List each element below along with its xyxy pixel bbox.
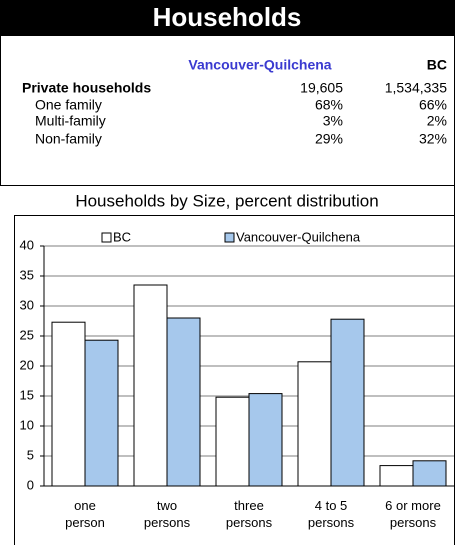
y-tick-label: 20	[20, 357, 34, 372]
x-tick-label-line: one	[74, 498, 96, 513]
x-tick-label: 6 or more persons	[385, 498, 441, 530]
cell: 68%	[315, 97, 343, 113]
chart-title: Households by Size, percent distribution	[75, 191, 378, 210]
y-tick-label: 10	[20, 417, 34, 432]
bar	[297, 361, 332, 487]
legend-label: BC	[113, 229, 131, 244]
x-tick-label-line: two	[157, 498, 177, 513]
x-tick-label-line: persons	[308, 515, 355, 530]
legend-label: Vancouver-Quilchena	[236, 229, 361, 244]
x-tick-label-line: person	[65, 515, 105, 530]
column-header: Vancouver-Quilchena	[188, 57, 331, 73]
cell: 66%	[419, 97, 447, 113]
y-tick-label: 35	[20, 267, 34, 282]
cell: 32%	[419, 131, 447, 147]
cell: 29%	[315, 131, 343, 147]
bar	[215, 396, 250, 487]
title-bar	[0, 0, 455, 36]
row-label: Multi-family	[35, 113, 106, 129]
column-header: BC	[427, 57, 447, 73]
bar	[166, 317, 201, 487]
x-tick-label: 4 to 5 persons	[308, 498, 355, 530]
cell: 19,605	[300, 80, 343, 96]
bar	[84, 339, 119, 487]
bar	[379, 465, 414, 487]
legend-swatch	[101, 232, 112, 243]
bar	[248, 393, 283, 487]
y-tick-label: 40	[20, 237, 34, 252]
x-tick-label-line: 6 or more	[385, 498, 441, 513]
x-tick-label: three persons	[226, 498, 273, 530]
y-tick-label: 30	[20, 297, 34, 312]
cell: 3%	[323, 113, 343, 129]
y-tick-label: 15	[20, 387, 34, 402]
row-label: One family	[35, 97, 102, 113]
cell: 2%	[427, 113, 447, 129]
bar	[51, 321, 86, 487]
x-tick-label-line: 4 to 5	[315, 498, 348, 513]
bar	[133, 284, 168, 487]
y-tick-label: 5	[27, 447, 34, 462]
x-tick-label-line: persons	[390, 515, 437, 530]
x-tick-label-line: persons	[144, 515, 191, 530]
row-label: Non-family	[35, 131, 102, 147]
legend-swatch	[224, 232, 235, 243]
x-tick-label: two persons	[144, 498, 191, 530]
x-tick-label-line: three	[234, 498, 264, 513]
y-tick-label: 0	[27, 477, 34, 492]
y-tick-label: 25	[20, 327, 34, 342]
page-title: Households	[153, 2, 302, 32]
x-tick-label-line: persons	[226, 515, 273, 530]
cell: 1,534,335	[385, 80, 447, 96]
row-label: Private households	[22, 80, 151, 96]
bar	[412, 460, 447, 487]
x-tick-label: one person	[65, 498, 105, 530]
bar	[330, 318, 365, 487]
